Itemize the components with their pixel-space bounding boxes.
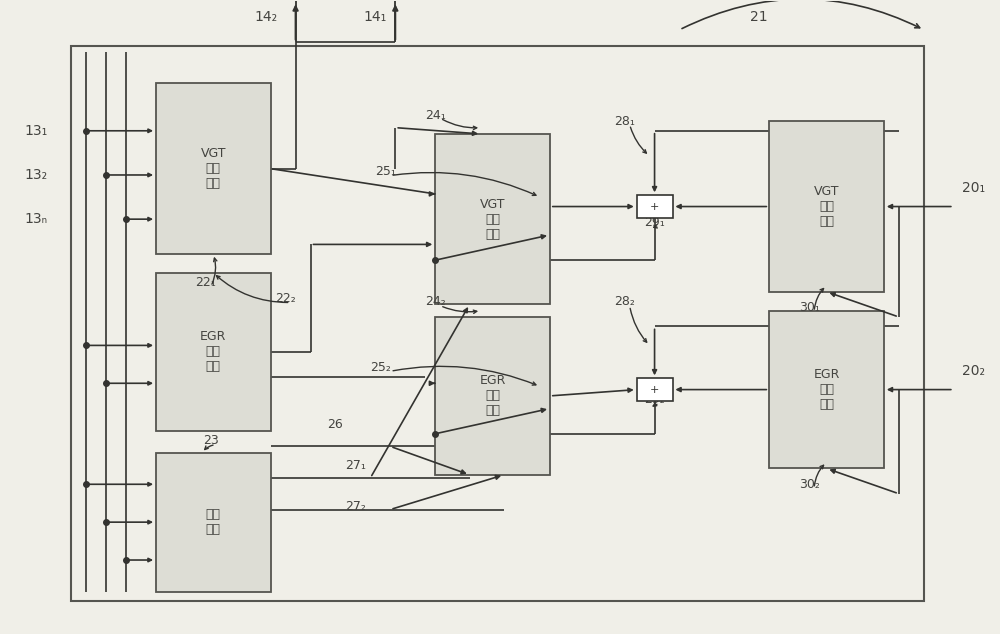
- Text: 13ₙ: 13ₙ: [25, 212, 48, 226]
- Text: +: +: [650, 202, 659, 212]
- Bar: [637, 378, 673, 401]
- Text: 14₂: 14₂: [254, 10, 277, 24]
- Text: 25₂: 25₂: [370, 361, 391, 374]
- Text: 21: 21: [750, 10, 768, 24]
- FancyArrowPatch shape: [393, 172, 536, 195]
- Text: 23: 23: [203, 434, 219, 446]
- Bar: [769, 311, 884, 469]
- Text: EGR
闭环
控制: EGR 闭环 控制: [813, 368, 840, 411]
- Bar: [435, 134, 550, 304]
- FancyArrowPatch shape: [443, 119, 477, 129]
- Text: 13₁: 13₁: [25, 124, 48, 138]
- Text: 27₂: 27₂: [345, 500, 366, 513]
- Text: 30₂: 30₂: [799, 478, 820, 491]
- Bar: [637, 195, 673, 218]
- Text: 20₁: 20₁: [962, 181, 985, 195]
- Text: 22₂: 22₂: [275, 292, 296, 304]
- Text: 25₁: 25₁: [375, 165, 396, 178]
- Text: 26: 26: [328, 418, 343, 431]
- FancyArrowPatch shape: [814, 465, 824, 486]
- FancyArrowPatch shape: [682, 0, 920, 29]
- Bar: [435, 317, 550, 475]
- Text: 29₂: 29₂: [644, 392, 665, 406]
- Text: 28₂: 28₂: [614, 295, 635, 307]
- Bar: [156, 273, 271, 430]
- FancyArrowPatch shape: [443, 307, 477, 313]
- FancyArrowPatch shape: [217, 276, 288, 302]
- Text: 24₂: 24₂: [425, 295, 446, 307]
- Text: 27₁: 27₁: [345, 459, 366, 472]
- Text: 30₁: 30₁: [799, 301, 820, 314]
- Text: 14₁: 14₁: [364, 10, 387, 24]
- Text: 29₁: 29₁: [644, 216, 665, 229]
- FancyArrowPatch shape: [630, 308, 647, 342]
- FancyArrowPatch shape: [653, 403, 657, 406]
- FancyArrowPatch shape: [630, 127, 646, 153]
- Text: 22₁: 22₁: [195, 276, 216, 288]
- FancyArrowPatch shape: [393, 366, 536, 385]
- Bar: [71, 46, 924, 601]
- Text: VGT
开环
控制: VGT 开环 控制: [201, 147, 226, 190]
- Text: 13₂: 13₂: [25, 168, 48, 182]
- Bar: [156, 453, 271, 592]
- Text: +: +: [650, 385, 659, 394]
- Bar: [156, 84, 271, 254]
- Text: 20₂: 20₂: [962, 364, 985, 378]
- FancyArrowPatch shape: [205, 445, 213, 450]
- FancyArrowPatch shape: [212, 258, 217, 284]
- Text: EGR
开环
控制: EGR 开环 控制: [200, 330, 226, 373]
- Text: VGT
闭环
控制: VGT 闭环 控制: [814, 185, 839, 228]
- Text: VGT
切换
模块: VGT 切换 模块: [480, 198, 505, 241]
- FancyArrowPatch shape: [654, 225, 657, 228]
- Text: 状态
监控: 状态 监控: [206, 508, 221, 536]
- Text: 28₁: 28₁: [614, 115, 635, 128]
- FancyArrowPatch shape: [814, 288, 824, 309]
- Text: EGR
切换
模块: EGR 切换 模块: [479, 375, 506, 417]
- Text: 24₁: 24₁: [425, 108, 446, 122]
- Bar: [769, 121, 884, 292]
